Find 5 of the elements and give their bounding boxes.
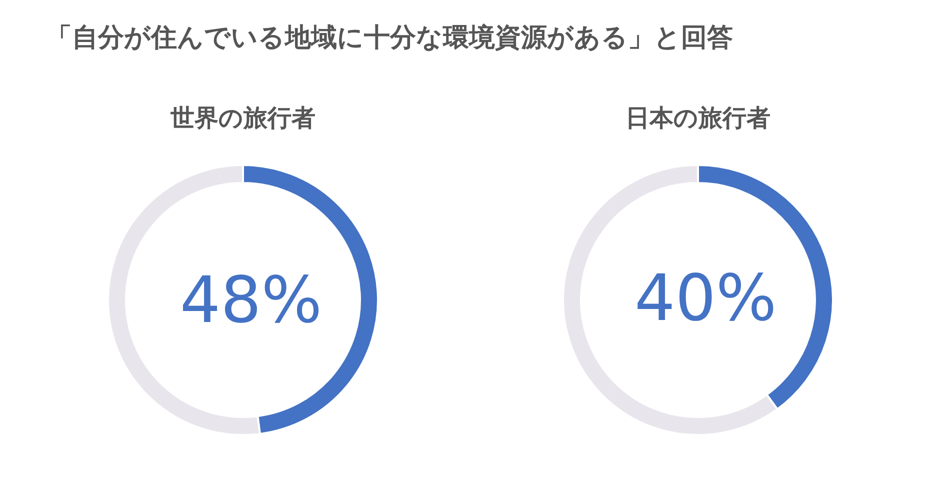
chart-title: 日本の旅行者 xyxy=(626,104,770,132)
data-label: 40% xyxy=(634,262,777,336)
chart-title: 世界の旅行者 xyxy=(170,104,316,132)
data-label: 48% xyxy=(180,264,322,338)
text: 「自分が住んでいる地域に十分な環境資源がある」と回答 xyxy=(46,23,733,53)
